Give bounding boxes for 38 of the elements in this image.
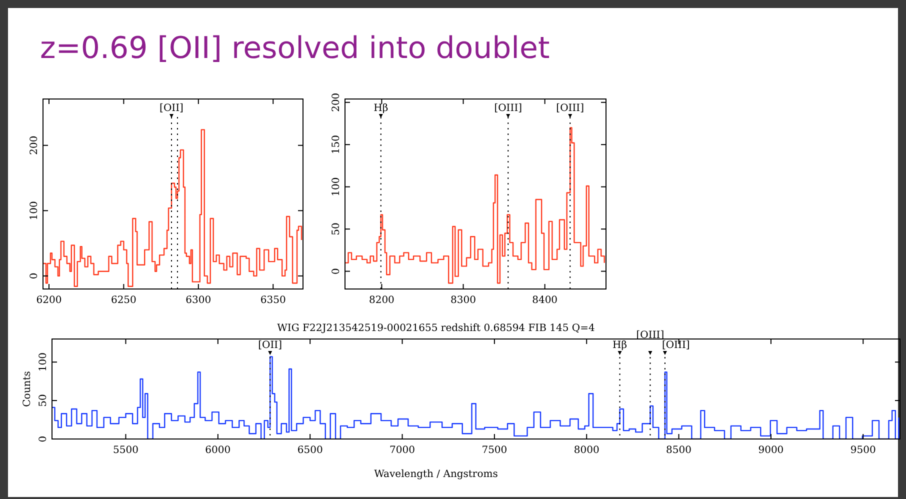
x-tick-label: 8400 bbox=[532, 295, 558, 306]
x-tick-label: 6350 bbox=[260, 295, 286, 306]
ref-line-label: Hβ bbox=[612, 340, 628, 351]
chart-title: WIG F22J213542519-00021655 redshift 0.68594 FIB 145 Q=4 bbox=[277, 323, 595, 334]
y-tick-label: 0 bbox=[331, 268, 342, 274]
y-tick-label: 0 bbox=[29, 272, 40, 280]
y-tick-label: 100 bbox=[29, 201, 40, 220]
x-tick-label: 9000 bbox=[758, 445, 784, 456]
x-tick-label: 8200 bbox=[368, 295, 394, 306]
ref-line-label: [OII] bbox=[160, 103, 184, 114]
y-tick-label: 50 bbox=[331, 222, 342, 236]
x-tick-label: 7500 bbox=[482, 445, 508, 456]
y-tick-label: 100 bbox=[38, 352, 49, 372]
ref-line-label: [OIII] bbox=[556, 103, 584, 114]
x-tick-label: 6200 bbox=[36, 295, 62, 306]
x-tick-label: 7000 bbox=[390, 445, 415, 456]
x-tick-label: 6300 bbox=[186, 295, 212, 306]
x-tick-label: 6500 bbox=[297, 445, 323, 456]
x-tick-label: 8000 bbox=[574, 445, 600, 456]
y-tick-label: 150 bbox=[331, 135, 342, 154]
x-tick-label: 6000 bbox=[205, 445, 231, 456]
y-tick-label: 200 bbox=[331, 92, 342, 112]
x-tick-label: 6250 bbox=[110, 295, 136, 306]
y-tick-label: 50 bbox=[38, 394, 49, 407]
x-tick-label: 5500 bbox=[113, 445, 138, 456]
x-axis-title: Wavelength / Angstroms bbox=[374, 469, 498, 480]
ref-line-label: [OIII] bbox=[494, 103, 522, 114]
x-tick-label: 8300 bbox=[450, 295, 476, 306]
ref-line-label: [OII] bbox=[258, 340, 282, 351]
x-tick-label: 8500 bbox=[666, 445, 692, 456]
y-tick-label: 200 bbox=[29, 136, 40, 155]
ref-line-label: [OIII] bbox=[662, 340, 690, 351]
y-tick-label: 0 bbox=[38, 436, 49, 442]
x-tick-label: 9500 bbox=[850, 445, 876, 456]
text: z=0.69 [OII] resolved into doublet bbox=[40, 31, 550, 66]
y-tick-label: 100 bbox=[331, 177, 342, 196]
ref-line-label: Hβ bbox=[374, 103, 388, 114]
y-axis-title: Counts bbox=[22, 371, 33, 407]
